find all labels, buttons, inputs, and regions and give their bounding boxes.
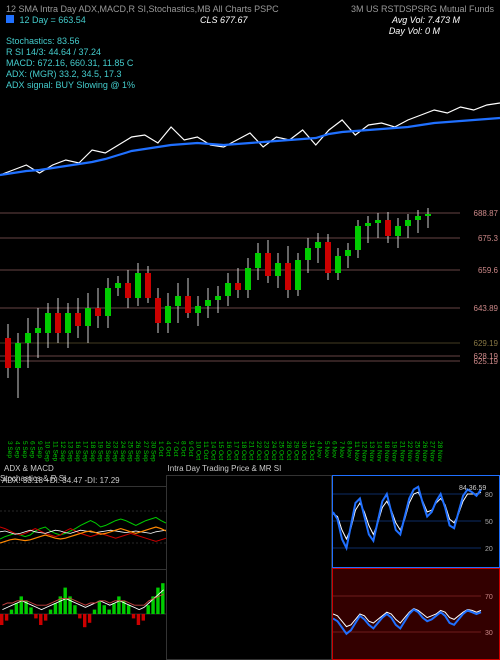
svg-text:31 Oct: 31 Oct [308, 441, 315, 460]
svg-text:28 Nov: 28 Nov [436, 441, 443, 462]
svg-text:9 Sep: 9 Sep [36, 441, 43, 458]
sma-swatch [6, 15, 14, 23]
svg-text:4 Sep: 4 Sep [14, 441, 21, 458]
svg-text:23 Oct: 23 Oct [262, 441, 269, 460]
svg-text:23 Sep: 23 Sep [112, 441, 119, 462]
svg-text:17 Oct: 17 Oct [232, 441, 239, 460]
svg-text:18 Oct: 18 Oct [240, 441, 247, 460]
svg-text:80: 80 [485, 492, 493, 499]
intraday-title: Intra Day Trading Price & MR SI [168, 464, 333, 473]
price-level-label: 625.19 [474, 357, 498, 366]
lower-panels: ADX: 33.18 +DI: 34.47 -DI: 17.29 8050208… [0, 475, 500, 660]
svg-text:27 Nov: 27 Nov [428, 441, 435, 462]
svg-text:6 Nov: 6 Nov [330, 441, 337, 459]
sma-value: 12 Day = 663.54 [20, 15, 86, 25]
svg-text:70: 70 [485, 594, 493, 601]
macd-value: MACD: 672.16, 660.31, 11.85 C [6, 58, 494, 68]
price-level-label: 675.3 [478, 234, 498, 243]
svg-text:15 Oct: 15 Oct [217, 441, 224, 460]
svg-text:19 Sep: 19 Sep [97, 441, 104, 462]
svg-text:26 Nov: 26 Nov [421, 441, 428, 462]
day-vol: Day Vol: 0 M [389, 26, 440, 36]
svg-text:8 Oct: 8 Oct [180, 441, 187, 457]
intraday-column [166, 475, 332, 660]
svg-text:5 Sep: 5 Sep [21, 441, 28, 458]
svg-text:21 Nov: 21 Nov [398, 441, 405, 462]
price-level-label: 659.6 [478, 266, 498, 275]
svg-text:28 Oct: 28 Oct [285, 441, 292, 460]
svg-text:11 Oct: 11 Oct [202, 441, 209, 460]
svg-text:14 Oct: 14 Oct [210, 441, 217, 460]
svg-text:21 Oct: 21 Oct [247, 441, 254, 460]
svg-text:12 Sep: 12 Sep [59, 441, 66, 462]
header-info: 12 SMA Intra Day ADX,MACD,R SI,Stochasti… [0, 0, 500, 95]
svg-text:1 Oct: 1 Oct [157, 441, 164, 457]
svg-text:24 Oct: 24 Oct [270, 441, 277, 460]
svg-text:13 Nov: 13 Nov [368, 441, 375, 462]
adx-signal: ADX signal: BUY Slowing @ 1% [6, 80, 494, 90]
avg-vol: Avg Vol: 7.473 M [392, 15, 460, 25]
adx-readout: ADX: 33.18 +DI: 34.47 -DI: 17.29 [0, 475, 166, 486]
svg-text:16 Sep: 16 Sep [74, 441, 81, 462]
svg-text:10 Oct: 10 Oct [195, 441, 202, 460]
svg-text:25 Oct: 25 Oct [278, 441, 285, 460]
svg-text:27 Sep: 27 Sep [142, 441, 149, 462]
rsi-value: R SI 14/3: 44.64 / 37.24 [6, 47, 494, 57]
svg-text:30 Oct: 30 Oct [300, 441, 307, 460]
svg-text:29 Oct: 29 Oct [293, 441, 300, 460]
svg-text:30 Sep: 30 Sep [149, 441, 156, 462]
adx-macd-title: ADX & MACD [0, 464, 165, 473]
candlestick-chart: 688.87675.3659.6643.89629.19628.19625.19 [0, 198, 500, 433]
svg-text:16 Oct: 16 Oct [225, 441, 232, 460]
svg-text:7 Oct: 7 Oct [172, 441, 179, 457]
svg-text:19 Nov: 19 Nov [391, 441, 398, 462]
svg-text:24 Sep: 24 Sep [119, 441, 126, 462]
svg-text:11 Nov: 11 Nov [353, 441, 360, 462]
date-axis: 3 Sep4 Sep5 Sep6 Sep9 Sep10 Sep11 Sep12 … [0, 433, 460, 463]
price-level-label: 643.89 [474, 304, 498, 313]
price-level-label: 688.87 [474, 209, 498, 218]
svg-text:4 Nov: 4 Nov [315, 441, 322, 459]
svg-text:25 Sep: 25 Sep [127, 441, 134, 462]
svg-text:18 Nov: 18 Nov [383, 441, 390, 462]
svg-text:10 Sep: 10 Sep [44, 441, 51, 462]
svg-text:14 Nov: 14 Nov [376, 441, 383, 462]
svg-text:26 Sep: 26 Sep [134, 441, 141, 462]
stoch-column: 80 50 20 84.36.59 70 30 [332, 475, 500, 660]
adx-macd-column: ADX: 33.18 +DI: 34.47 -DI: 17.29 [0, 475, 166, 660]
overlay-line-chart [0, 95, 500, 195]
indicator-list: 12 SMA Intra Day ADX,MACD,R SI,Stochasti… [6, 4, 211, 14]
svg-text:20: 20 [485, 546, 493, 553]
svg-text:22 Oct: 22 Oct [255, 441, 262, 460]
svg-text:8 Nov: 8 Nov [345, 441, 352, 459]
svg-text:22 Nov: 22 Nov [406, 441, 413, 462]
svg-text:9 Oct: 9 Oct [187, 441, 194, 457]
svg-text:4 Oct: 4 Oct [164, 441, 171, 457]
svg-text:30: 30 [485, 630, 493, 637]
svg-text:12 Nov: 12 Nov [361, 441, 368, 462]
close-value: CLS 677.67 [200, 15, 248, 25]
price-level-label: 629.19 [474, 339, 498, 348]
svg-text:5 Nov: 5 Nov [323, 441, 330, 459]
svg-text:17 Sep: 17 Sep [81, 441, 88, 462]
symbol-desc: 3M US RSTDSPSRG Mutual Funds [351, 4, 494, 14]
charts-label: All Charts PSPC [213, 4, 279, 14]
adx-value: ADX: (MGR) 33.2, 34.5, 17.3 [6, 69, 494, 79]
svg-text:6 Sep: 6 Sep [29, 441, 36, 458]
svg-text:3 Sep: 3 Sep [6, 441, 13, 458]
svg-text:18 Sep: 18 Sep [89, 441, 96, 462]
svg-text:11 Sep: 11 Sep [51, 441, 58, 462]
svg-text:84.36.59: 84.36.59 [459, 485, 486, 492]
svg-text:50: 50 [485, 519, 493, 526]
svg-text:7 Nov: 7 Nov [338, 441, 345, 459]
stochastics-value: Stochastics: 83.56 [6, 36, 494, 46]
svg-text:20 Sep: 20 Sep [104, 441, 111, 462]
svg-text:13 Sep: 13 Sep [66, 441, 73, 462]
svg-text:25 Nov: 25 Nov [413, 441, 420, 462]
